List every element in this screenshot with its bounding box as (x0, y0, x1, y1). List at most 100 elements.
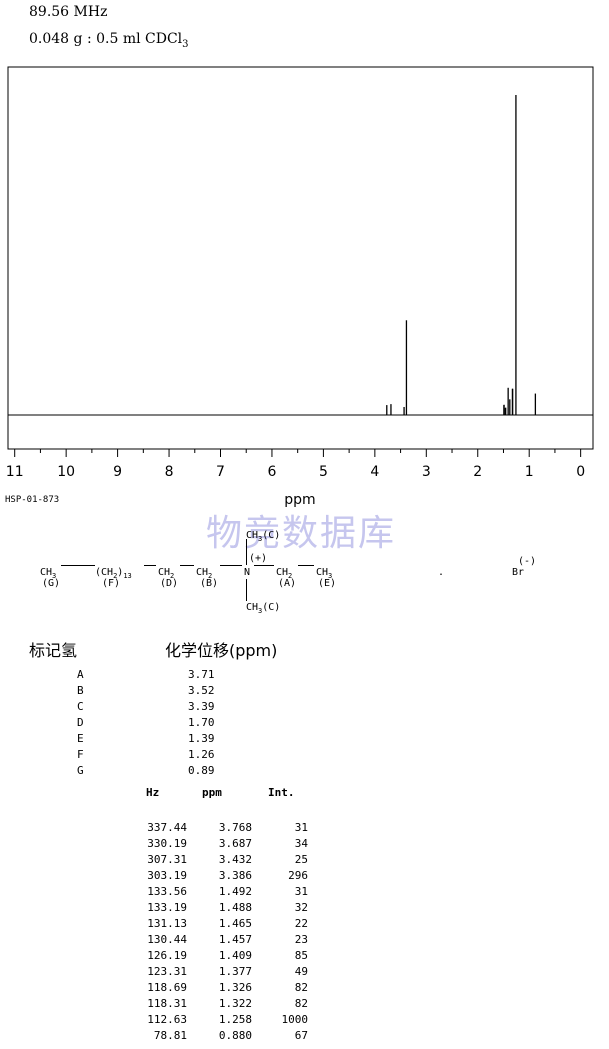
x-tick-label: 10 (57, 464, 75, 480)
struct-ch2-chain: (CH2)13 (95, 567, 132, 580)
peak-table-row: 78.81 0.880 67 (120, 1028, 320, 1044)
struct-e: (E) (318, 578, 337, 589)
peak-table-cell: 82 (294, 981, 308, 994)
sample-label: 0.048 g : 0.5 ml CDCl3 (29, 31, 189, 50)
struct-charge: (+) (249, 553, 268, 564)
peak-table-cell: 49 (294, 965, 308, 978)
peak-table-row: 337.44 3.768 31 (120, 820, 320, 836)
peak-table-row: 126.19 1.409 85 (120, 948, 320, 964)
struct-ch3-top: CH3(C) (246, 530, 281, 543)
peak-table-cell: 337.44 (147, 821, 187, 834)
peak-table-row: 133.19 1.488 32 (120, 900, 320, 916)
assign-col-label: 标记氢 (29, 641, 78, 660)
struct-b: (B) (200, 578, 219, 589)
x-tick-label: 9 (113, 464, 122, 480)
assignment-ppm: 1.39 (188, 732, 215, 745)
x-tick-label: 11 (6, 464, 24, 480)
assignment-ppm: 0.89 (188, 764, 215, 777)
struct-ch2-a: CH2 (276, 567, 293, 580)
sample-main: 0.048 g : 0.5 ml CDCl (29, 31, 183, 47)
peak-table-cell: 1000 (281, 1013, 309, 1026)
nmr-spectrum-chart: 11 10 9 8 7 6 5 4 3 2 1 0 ppm (6, 66, 594, 508)
peak-table-cell: 307.31 (147, 853, 187, 866)
peak-table-cell: 78.81 (153, 1029, 187, 1042)
peak-table-cell: 3.687 (218, 837, 252, 850)
struct-ch3-e: CH3 (316, 567, 333, 580)
assignment-label: A (77, 668, 84, 681)
peak-table-cell: 118.31 (147, 997, 187, 1010)
struct-ch3-bottom: CH3(C) (246, 602, 281, 615)
peak-table-cell: 1.326 (218, 981, 252, 994)
assignment-ppm: 3.52 (188, 684, 215, 697)
peak-table-cell: 303.19 (147, 869, 187, 882)
assignment-label: E (77, 732, 84, 745)
peak-table-row: 330.19 3.687 34 (120, 836, 320, 852)
watermark: 物竞数据库 (206, 513, 397, 554)
peak-table-cell: 32 (294, 901, 308, 914)
peak-table-cell: 22 (294, 917, 308, 930)
peak-table-header: Int. (268, 786, 295, 799)
peak-table-row: 130.44 1.457 23 (120, 932, 320, 948)
peak-table-cell: 67 (294, 1029, 308, 1042)
peak-table-cell: 1.465 (218, 917, 252, 930)
struct-ch2-d: CH2 (158, 567, 175, 580)
x-tick-label: 2 (473, 464, 482, 480)
peak-table-header: ppm (202, 786, 222, 799)
peak-table-row: 133.56 1.492 31 (120, 884, 320, 900)
peak-table-cell: 25 (294, 853, 308, 866)
peak-table-cell: 133.56 (147, 885, 187, 898)
x-tick-label: 8 (165, 464, 174, 480)
x-tick-label: 3 (422, 464, 431, 480)
assignment-label: F (77, 748, 84, 761)
peak-table-cell: 1.377 (218, 965, 252, 978)
peak-table-row: 307.31 3.432 25 (120, 852, 320, 868)
peak-table-cell: 1.409 (218, 949, 252, 962)
x-tick-label: 4 (370, 464, 379, 480)
assignment-ppm: 1.26 (188, 748, 215, 761)
peak-table-cell: 1.258 (218, 1013, 252, 1026)
assignment-ppm: 3.71 (188, 668, 215, 681)
struct-g: (G) (42, 578, 61, 589)
peak-table-cell: 126.19 (147, 949, 187, 962)
assignment-ppm: 3.39 (188, 700, 215, 713)
x-tick-label: 7 (216, 464, 225, 480)
peak-table-cell: 1.457 (218, 933, 252, 946)
peak-table-cell: 34 (294, 837, 308, 850)
struct-ch3: CH3 (40, 567, 57, 580)
struct-dot: . (438, 567, 445, 578)
peak-table-row: 123.31 1.377 49 (120, 964, 320, 980)
struct-br: Br (512, 567, 525, 578)
peak-table-cell: 3.386 (218, 869, 252, 882)
peak-table-cell: 85 (294, 949, 308, 962)
peak-table-cell: 133.19 (147, 901, 187, 914)
struct-f: (F) (102, 578, 121, 589)
peak-table-row: 118.69 1.326 82 (120, 980, 320, 996)
peak-table-cell: 330.19 (147, 837, 187, 850)
peak-table-cell: 31 (294, 885, 308, 898)
peak-table-cell: 23 (294, 933, 308, 946)
peak-table-cell: 3.768 (218, 821, 252, 834)
peak-table-cell: 131.13 (147, 917, 187, 930)
assignment-label: B (77, 684, 84, 697)
x-tick-label: 0 (576, 464, 585, 480)
peak-table-row: 131.13 1.465 22 (120, 916, 320, 932)
x-tick-label: 6 (267, 464, 276, 480)
plot-frame (7, 66, 594, 450)
assignment-ppm: 1.70 (188, 716, 215, 729)
sample-sub: 3 (182, 38, 189, 50)
peak-table-cell: 123.31 (147, 965, 187, 978)
peak-table-cell: 3.432 (218, 853, 252, 866)
spectrum-code: HSP-01-873 (5, 495, 60, 505)
peak-table-cell: 0.880 (218, 1029, 252, 1042)
peak-table-row: 303.19 3.386 296 (120, 868, 320, 884)
x-tick-label: 1 (525, 464, 534, 480)
struct-ch2-b: CH2 (196, 567, 213, 580)
peak-table-cell: 296 (288, 869, 308, 882)
peak-table-cell: 112.63 (147, 1013, 187, 1026)
peak-table-row: 118.31 1.322 82 (120, 996, 320, 1012)
structure-formula: CH3 (G) (CH2)13 (F) CH2 (D) CH2 (B) N (+… (40, 525, 600, 625)
peak-table-cell: 1.492 (218, 885, 252, 898)
assignment-label: D (77, 716, 84, 729)
struct-n: N (244, 567, 251, 578)
peak-table-header: Hz (146, 786, 160, 799)
